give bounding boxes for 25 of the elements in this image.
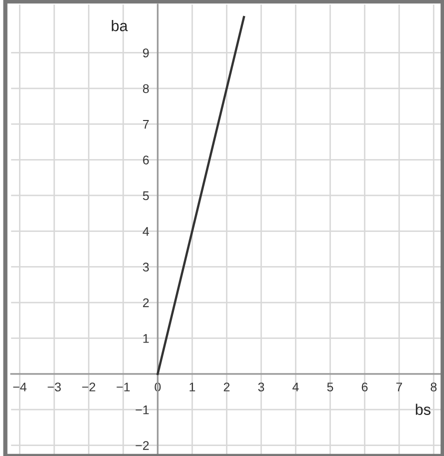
x-tick-label: −2 xyxy=(82,382,96,392)
y-tick-label: 6 xyxy=(143,156,149,164)
y-tick-label: −1 xyxy=(136,406,149,414)
x-tick-label: 7 xyxy=(396,382,402,392)
x-tick-label: −3 xyxy=(48,382,61,392)
x-tick-label: −1 xyxy=(116,382,130,392)
x-tick-label: 8 xyxy=(430,382,437,392)
x-tick-label: 3 xyxy=(258,382,264,392)
x-tick-label: 1 xyxy=(190,382,196,392)
y-tick-label: 3 xyxy=(142,262,149,272)
y-axis-title: ba xyxy=(112,20,128,32)
y-tick-label: 7 xyxy=(143,120,149,129)
x-tick-label: 2 xyxy=(224,382,230,392)
x-tick-label: 4 xyxy=(292,382,299,392)
x-tick-label: 6 xyxy=(362,382,368,392)
x-tick-label: −4 xyxy=(13,382,26,392)
y-tick-label: 8 xyxy=(142,84,149,94)
y-tick-label: 2 xyxy=(143,298,149,308)
x-axis-title: bs xyxy=(416,404,430,415)
x-tick-label: 5 xyxy=(327,382,334,392)
y-tick-label: 9 xyxy=(143,48,149,58)
y-tick-label: −2 xyxy=(136,441,149,450)
y-tick-label: 1 xyxy=(143,334,149,343)
y-tick-label: 4 xyxy=(142,227,149,236)
y-tick-label: 5 xyxy=(142,191,149,200)
